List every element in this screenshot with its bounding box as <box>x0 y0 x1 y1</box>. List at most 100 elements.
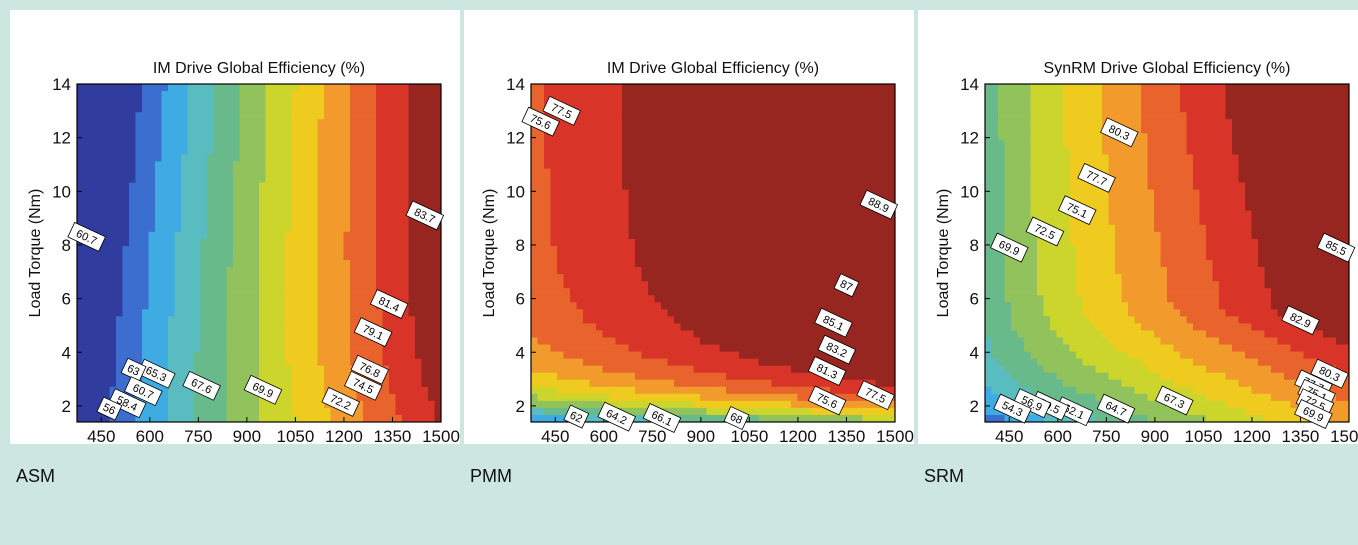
contour-cell <box>589 147 597 156</box>
contour-cell <box>428 267 436 275</box>
contour-cell <box>576 203 584 212</box>
contour-cell <box>395 105 403 113</box>
contour-cell <box>804 281 812 289</box>
contour-cell <box>713 224 721 233</box>
contour-cell <box>583 365 591 374</box>
contour-cell <box>583 105 591 113</box>
contour-cell <box>570 196 578 205</box>
contour-cell <box>356 407 364 416</box>
contour-cell <box>200 140 208 148</box>
contour-cell <box>129 133 137 141</box>
contour-cell <box>661 84 669 92</box>
contour-cell <box>96 344 104 353</box>
contour-cell <box>174 386 182 395</box>
contour-cell <box>693 253 701 261</box>
contour-cell <box>246 281 254 289</box>
contour-cell <box>246 140 254 148</box>
contour-cell <box>778 344 786 353</box>
contour-cell <box>207 91 215 99</box>
contour-cell <box>129 175 137 184</box>
contour-cell <box>239 189 247 198</box>
contour-cell <box>557 274 565 282</box>
contour-cell <box>376 168 384 177</box>
contour-cell <box>817 175 825 184</box>
contour-cell <box>350 175 358 184</box>
contour-cell <box>415 295 423 303</box>
contour-cell <box>272 260 280 268</box>
contour-cell <box>641 84 649 92</box>
contour-cell <box>389 238 397 247</box>
contour-cell <box>648 316 656 325</box>
contour-cell <box>187 98 195 106</box>
chart-panel-pmm: 450 600 750 900 1050 1200 1350 1500 2 4 6 8 10 12 14 IM… <box>464 10 914 462</box>
contour-cell <box>771 231 779 240</box>
contour-cell <box>200 400 208 409</box>
contour-cell <box>550 210 558 219</box>
contour-cell <box>200 372 208 381</box>
contour-cell <box>330 84 338 92</box>
contour-cell <box>187 182 195 191</box>
contour-cell <box>187 302 195 310</box>
contour-cell <box>693 112 701 120</box>
contour-cell <box>226 295 234 303</box>
contour-cell <box>589 238 597 247</box>
contour-cell <box>434 281 441 289</box>
contour-cell <box>830 112 838 120</box>
contour-cell <box>843 196 851 205</box>
contour-cell <box>233 351 241 360</box>
contour-cell <box>661 323 669 332</box>
contour-cell <box>726 267 734 275</box>
contour-cell <box>330 161 338 170</box>
contour-cell <box>778 224 786 233</box>
contour-cell <box>434 238 441 247</box>
contour-cell <box>389 231 397 240</box>
contour-cell <box>687 351 695 360</box>
contour-cell <box>77 379 85 388</box>
contour-cell <box>609 344 617 353</box>
contour-cell <box>791 267 799 275</box>
contour-cell <box>298 84 306 92</box>
contour-cell <box>719 154 727 163</box>
contour-cell <box>187 224 195 233</box>
contour-cell <box>259 189 267 198</box>
contour-cell <box>324 238 332 247</box>
contour-cell <box>155 105 163 113</box>
contour-cell <box>758 168 766 177</box>
contour-cell <box>213 358 221 367</box>
contour-cell <box>752 330 760 339</box>
contour-cell <box>77 168 85 177</box>
contour-cell <box>226 386 234 395</box>
contour-cell <box>784 133 792 141</box>
contour-cell <box>641 126 649 134</box>
contour-cell <box>155 91 163 99</box>
contour-cell <box>596 182 604 191</box>
contour-cell <box>96 105 104 113</box>
contour-cell <box>220 414 228 422</box>
contour-cell <box>330 358 338 367</box>
contour-cell <box>583 98 591 106</box>
contour-cell <box>700 147 708 156</box>
contour-cell <box>739 126 747 134</box>
contour-cell <box>194 133 202 141</box>
contour-cell <box>641 189 649 198</box>
contour-cell <box>654 274 662 282</box>
contour-cell <box>771 140 779 148</box>
contour-cell <box>272 337 280 346</box>
contour-cell <box>823 133 831 141</box>
contour-cell <box>583 147 591 156</box>
contour-cell <box>570 253 578 261</box>
contour-cell <box>220 323 228 332</box>
contour-cell <box>265 217 273 226</box>
contour-cell <box>557 189 565 198</box>
contour-cell <box>285 154 293 163</box>
contour-cell <box>680 91 688 99</box>
contour-cell <box>90 217 98 226</box>
contour-cell <box>622 203 630 212</box>
contour-cell <box>732 316 740 325</box>
contour-cell <box>849 358 857 367</box>
contour-cell <box>239 217 247 226</box>
contour-cell <box>667 274 675 282</box>
contour-cell <box>531 358 539 367</box>
contour-cell <box>239 84 247 92</box>
contour-cell <box>856 267 864 275</box>
